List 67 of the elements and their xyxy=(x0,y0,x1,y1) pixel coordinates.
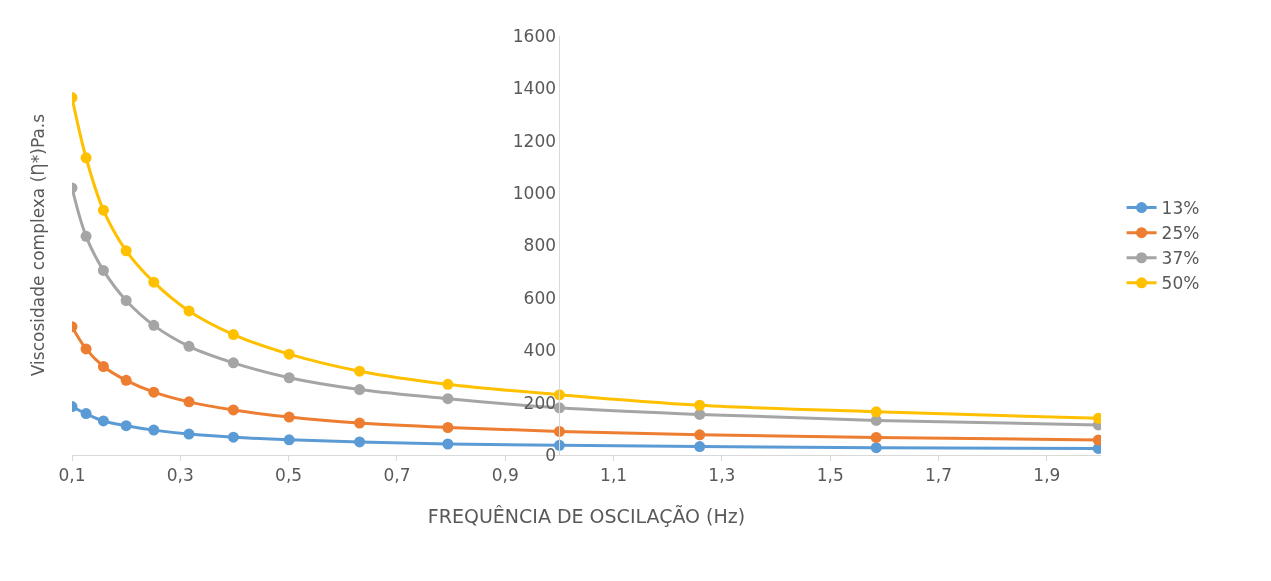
point xyxy=(227,329,239,341)
point xyxy=(283,434,295,446)
point xyxy=(694,399,706,411)
point xyxy=(148,424,160,436)
legend-label: 13% xyxy=(1161,198,1200,219)
point xyxy=(283,372,295,384)
y-tick-label: 400 xyxy=(523,340,557,361)
point xyxy=(870,431,882,443)
x-tick-label: 1,1 xyxy=(600,465,628,486)
x-tick-label: 0,1 xyxy=(58,465,86,486)
y-tick-label: 600 xyxy=(523,287,557,308)
point xyxy=(870,442,882,454)
point xyxy=(442,393,454,405)
legend-label: 37% xyxy=(1161,248,1200,269)
y-tick-label: 0 xyxy=(545,444,557,465)
x-axis-title: FREQUÊNCIA DE OSCILAÇÃO (Hz) xyxy=(427,505,746,528)
y-tick-label: 200 xyxy=(523,392,557,413)
point xyxy=(97,415,109,427)
point xyxy=(120,420,132,432)
point xyxy=(227,357,239,369)
x-tick-label: 1,3 xyxy=(708,465,736,486)
legend-label: 25% xyxy=(1161,223,1200,244)
point xyxy=(694,441,706,453)
point xyxy=(120,374,132,386)
point xyxy=(120,294,132,306)
y-tick-label: 800 xyxy=(523,235,557,256)
point xyxy=(148,319,160,331)
point xyxy=(283,411,295,423)
point xyxy=(183,305,195,317)
point xyxy=(148,386,160,398)
point xyxy=(183,396,195,408)
y-tick-label: 1600 xyxy=(512,25,557,46)
point xyxy=(227,431,239,443)
point xyxy=(80,408,92,420)
point xyxy=(442,422,454,433)
point xyxy=(442,378,454,390)
point xyxy=(148,276,160,288)
point xyxy=(870,406,882,418)
point xyxy=(183,428,195,440)
point xyxy=(183,340,195,352)
point xyxy=(354,384,366,396)
point xyxy=(97,264,109,276)
y-axis-title: Viscosidade complexa (Ƞ*)Pa.s xyxy=(28,113,49,377)
legend-label: 50% xyxy=(1161,273,1200,294)
point xyxy=(80,152,92,164)
point xyxy=(97,204,109,216)
y-tick-label: 1400 xyxy=(512,78,557,99)
x-tick-label: 1,5 xyxy=(816,465,844,486)
point xyxy=(80,230,92,242)
point xyxy=(80,343,92,355)
point xyxy=(442,438,454,450)
x-tick-label: 0,5 xyxy=(275,465,303,486)
x-tick-label: 0,7 xyxy=(383,465,411,486)
y-tick-label: 1200 xyxy=(512,130,557,151)
point xyxy=(354,417,366,429)
point xyxy=(227,404,239,416)
point xyxy=(694,429,706,441)
point xyxy=(97,360,109,372)
point xyxy=(354,365,366,377)
point xyxy=(354,436,366,448)
point xyxy=(283,348,295,360)
x-tick-label: 1,9 xyxy=(1033,465,1061,486)
x-tick-label: 0,3 xyxy=(166,465,194,486)
y-tick-label: 1000 xyxy=(512,183,557,204)
point xyxy=(120,245,132,257)
x-tick-label: 0,9 xyxy=(491,465,519,486)
x-tick-label: 1,7 xyxy=(925,465,953,486)
